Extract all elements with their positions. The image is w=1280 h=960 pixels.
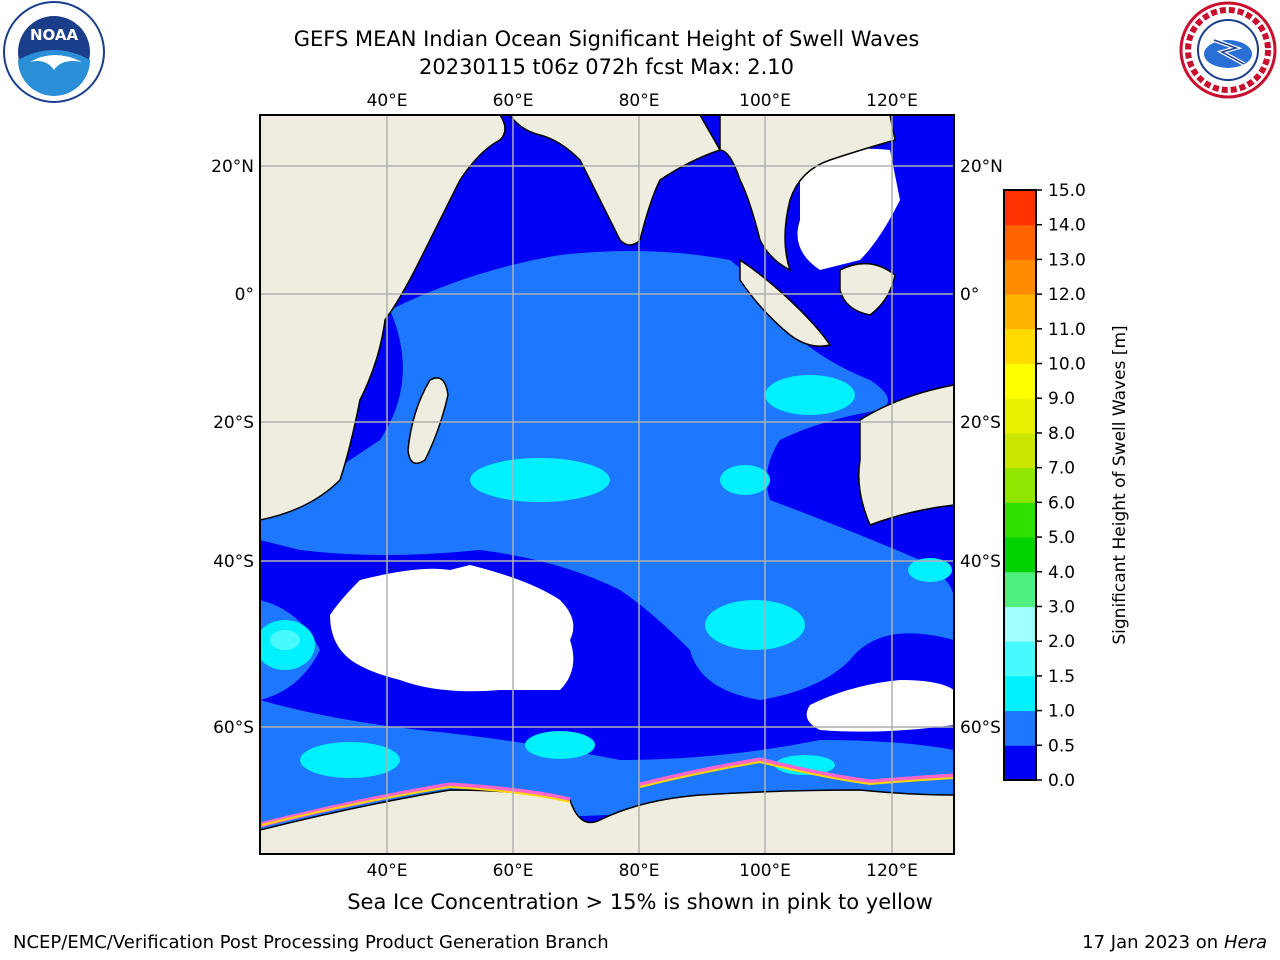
colorbar-tick-label: 1.5 [1048,667,1075,687]
colorbar: 0.0 0.5 1.0 1.5 2.0 3.0 4.0 5.0 6.0 7.0 8.0 9.0 10.0… [1003,181,1086,791]
colorbar-segment [1004,537,1036,573]
colorbar-segment [1004,571,1036,607]
colorbar-tick-label: 9.0 [1048,389,1075,409]
colorbar-tick-label: 2.0 [1048,632,1075,652]
lon-tick-top: 60°E [493,91,534,111]
colorbar-tick-label: 10.0 [1048,355,1086,375]
lat-tick-left: 20°S [213,413,254,433]
colorbar-segment [1004,224,1036,260]
swell-patch-1-1.5 [470,458,610,502]
lon-tick-bottom: 80°E [619,861,660,881]
land-borneo [839,262,896,316]
land-madagascar [407,377,449,465]
chart-subtitle: 20230115 t06z 072h fcst Max: 2.10 [419,55,794,79]
chart-title: GEFS MEAN Indian Ocean Significant Heigh… [293,27,920,51]
svg-text:NOAA: NOAA [30,26,79,44]
colorbar-segment [1004,606,1036,642]
lon-tick-bottom: 40°E [367,861,408,881]
lat-tick-right: 60°S [960,718,1001,738]
colorbar-tick-label: 12.0 [1048,285,1086,305]
colorbar-tick-label: 11.0 [1048,320,1086,340]
colorbar-tick-label: 1.0 [1048,702,1075,722]
colorbar-segment [1004,675,1036,712]
lat-tick-left: 20°N [211,157,254,177]
lon-tick-bottom: 120°E [866,861,918,881]
colorbar-tick-label: 6.0 [1048,493,1075,513]
colorbar-tick-label: 0.0 [1048,771,1075,791]
colorbar-segment [1004,328,1036,365]
ice-region [806,680,954,732]
lon-tick-bottom: 60°E [493,861,534,881]
colorbar-segment [1004,294,1036,330]
swell-patch-1-1.5 [525,731,595,759]
lat-tick-right: 20°S [960,413,1001,433]
land-australia [858,384,954,526]
colorbar-label: Significant Height of Swell Waves [m] [1110,325,1130,644]
footer-credit: NCEP/EMC/Verification Post Processing Pr… [13,932,609,953]
swell-patch-1-1.5 [765,375,855,415]
colorbar-tick-label: 3.0 [1048,597,1075,617]
colorbar-tick-label: 0.5 [1048,736,1075,756]
colorbar-segment [1004,745,1036,781]
national-weather-service-logo-icon [1179,1,1277,99]
lon-tick-top: 40°E [367,91,408,111]
gridlines [260,115,954,854]
colorbar-segment [1004,641,1036,677]
land-southeast-asia [719,115,896,272]
colorbar-segment [1004,432,1036,469]
land-antarctica [260,789,954,854]
map-frame [259,114,955,855]
colorbar-tick-label: 15.0 [1048,181,1086,201]
lon-tick-top: 100°E [739,91,791,111]
lat-tick-left: 40°S [213,552,254,572]
map-area [260,115,954,854]
swell-patch-1-1.5 [720,465,770,495]
colorbar-segment [1004,398,1036,434]
colorbar-tick-label: 14.0 [1048,216,1086,236]
colorbar-segment [1004,467,1036,503]
footer-date-text: 17 Jan 2023 on [1082,932,1219,953]
lat-tick-right: 0° [960,285,979,305]
lon-tick-top: 80°E [619,91,660,111]
lat-tick-right: 20°N [960,157,1003,177]
sea-ice-edge [639,760,954,788]
colorbar-tick-label: 8.0 [1048,424,1075,444]
lat-tick-right: 40°S [960,552,1001,572]
land-india [509,115,722,246]
noaa-logo-icon: NOAA [3,1,105,103]
sea-ice-edge [261,785,571,826]
lat-ticks-right: 20°N 0° 20°S 40°S 60°S [960,157,1003,738]
sea-ice-caption: Sea Ice Concentration > 15% is shown in … [347,890,933,914]
land-africa-arabia [260,115,506,521]
lat-tick-left: 60°S [213,718,254,738]
land-sumatra [739,258,832,347]
colorbar-segment [1004,259,1036,295]
colorbar-tick-label: 5.0 [1048,528,1075,548]
colorbar-segment [1004,710,1036,746]
swell-patch-1-1.5 [908,558,952,582]
lat-tick-left: 0° [235,285,254,305]
lon-ticks-bottom: 40°E 60°E 80°E 100°E 120°E [367,861,918,881]
colorbar-tick-label: 7.0 [1048,459,1075,479]
colorbar-tick-label: 13.0 [1048,250,1086,270]
swell-patch-1-1.5 [300,742,400,778]
lon-tick-top: 120°E [866,91,918,111]
lon-ticks-top: 40°E 60°E 80°E 100°E 120°E [367,91,918,111]
sea-ice-edge [639,757,954,788]
colorbar-segment [1004,190,1036,226]
colorbar-tick-label: 4.0 [1048,563,1075,583]
swell-patch-1.5-2 [270,630,300,650]
colorbar-segment [1004,363,1036,399]
lon-tick-bottom: 100°E [739,861,791,881]
lat-ticks-left: 20°N 0° 20°S 40°S 60°S [211,157,254,738]
colorbar-segment [1004,502,1036,538]
footer-date: 17 Jan 2023 on Hera [1082,932,1267,953]
ice-region [797,148,900,270]
colorbar-frame [1003,189,1037,781]
footer-machine: Hera [1223,932,1267,953]
swell-patch-1-1.5 [705,600,805,650]
